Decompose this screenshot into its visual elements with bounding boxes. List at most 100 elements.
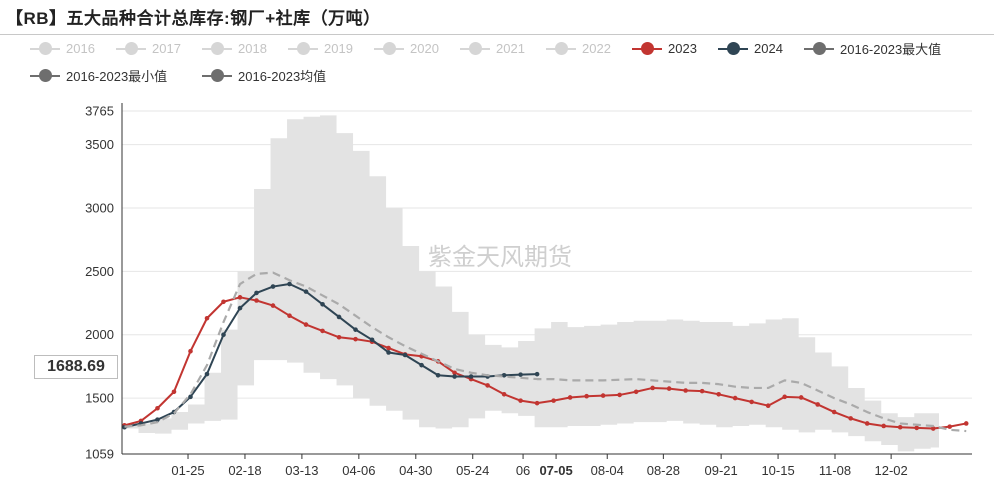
legend-item-2016-2023均值[interactable]: 2016-2023均值	[202, 65, 326, 85]
legend-label: 2021	[496, 40, 525, 56]
legend-symbol-icon	[374, 41, 404, 55]
series-point-2023	[303, 322, 309, 327]
legend-label: 2019	[324, 40, 353, 56]
legend-symbol-icon	[116, 41, 146, 55]
series-point-2023	[204, 315, 210, 321]
series-point-2023	[270, 303, 276, 308]
legend-item-2016-2023最大值[interactable]: 2016-2023最大值	[804, 38, 941, 58]
min-max-band	[122, 115, 939, 452]
series-point-2024	[386, 350, 391, 355]
legend-symbol-icon	[632, 41, 662, 55]
x-tick-label: 06	[516, 463, 530, 478]
x-tick-label: 10-15	[761, 463, 794, 478]
legend-item-2019[interactable]: 2019	[288, 38, 353, 58]
series-point-2023	[749, 399, 754, 405]
series-point-2024	[501, 372, 507, 378]
series-point-2023	[897, 424, 903, 430]
series-point-2023	[963, 421, 969, 426]
y-tick-label: 3765	[85, 104, 114, 119]
legend-item-2020[interactable]: 2020	[374, 38, 439, 58]
series-point-2024	[303, 289, 309, 294]
series-point-2023	[699, 388, 705, 394]
legend-item-2021[interactable]: 2021	[460, 38, 525, 58]
x-tick-label: 08-04	[591, 463, 624, 478]
series-point-2023	[683, 388, 688, 393]
y-tick-label: 3500	[85, 137, 114, 152]
series-point-2023	[353, 336, 358, 342]
x-tick-label: 07-05	[539, 463, 572, 478]
y-tick-label: 2000	[85, 327, 114, 342]
legend-label: 2016-2023最小值	[66, 68, 168, 84]
series-point-2023	[782, 394, 787, 400]
series-line-2023	[124, 296, 967, 430]
band-area	[122, 115, 939, 452]
series-point-2023	[518, 398, 523, 403]
series-point-2023	[650, 385, 655, 391]
legend-item-2024[interactable]: 2024	[718, 38, 783, 58]
series-line-2024	[124, 283, 538, 429]
series-point-2023	[815, 402, 820, 407]
legend-label: 2020	[410, 40, 439, 56]
series-point-2023	[485, 383, 490, 388]
series-point-2024	[237, 305, 243, 311]
series-point-2023	[584, 393, 589, 399]
series-point-2023	[534, 400, 540, 406]
axes: 1059 1500 2000 2500 3000 3500 3765 01-25 02-18 03…	[85, 103, 972, 478]
legend-item-2018[interactable]: 2018	[202, 38, 267, 58]
legend-item-2016[interactable]: 2016	[30, 38, 95, 58]
series-point-2024	[254, 290, 259, 296]
series-point-2023	[930, 426, 936, 431]
legend-symbol-icon	[202, 41, 232, 55]
legend-symbol-icon	[30, 41, 60, 55]
series-point-2023	[237, 295, 243, 300]
legend-label: 2016-2023最大值	[840, 41, 942, 57]
series-point-2024	[402, 352, 408, 358]
series-point-2023	[188, 348, 193, 354]
series-point-2024	[336, 314, 342, 320]
x-tick-label: 05-24	[456, 463, 489, 478]
legend-item-2023[interactable]: 2023	[632, 38, 697, 58]
x-tick-label: 04-30	[399, 463, 432, 478]
legend-label: 2018	[238, 40, 267, 56]
legend-symbol-icon	[288, 41, 318, 55]
series-point-2023	[452, 370, 457, 376]
series-point-2024	[518, 372, 523, 377]
series-point-2024	[468, 374, 474, 379]
y-tick-label: 1500	[85, 391, 114, 406]
y-tick-label: 1059	[85, 447, 114, 462]
series-point-2023	[798, 395, 804, 400]
series-point-2024	[320, 302, 325, 307]
series-point-2023	[501, 391, 507, 397]
series-point-2023	[914, 425, 920, 431]
legend-symbol-icon	[202, 68, 232, 82]
title-divider	[0, 34, 994, 35]
series-point-2024	[534, 371, 540, 377]
series-point-2023	[600, 393, 606, 398]
legend-item-2016-2023最小值[interactable]: 2016-2023最小值	[30, 65, 167, 85]
series-point-2023	[320, 328, 325, 334]
legend-item-2022[interactable]: 2022	[546, 38, 611, 58]
series-lines	[122, 271, 969, 433]
series-point-2023	[254, 298, 259, 303]
legend-item-2017[interactable]: 2017	[116, 38, 181, 58]
x-tick-label: 08-28	[647, 463, 680, 478]
series-point-2024	[287, 281, 292, 287]
series-point-2024	[435, 372, 441, 378]
legend-label: 2016	[66, 40, 95, 56]
series-point-2023	[567, 395, 573, 400]
series-point-2023	[666, 386, 672, 391]
series-point-2023	[287, 313, 292, 319]
series-point-2024	[270, 284, 276, 289]
legend-symbol-icon	[460, 41, 490, 55]
x-tick-label: 04-06	[342, 463, 375, 478]
series-point-2023	[551, 398, 556, 403]
legend-symbol-icon	[718, 41, 748, 55]
series-point-2023	[155, 405, 160, 411]
series-point-2023	[386, 345, 391, 351]
series-point-2023	[336, 334, 342, 340]
series-point-2023	[765, 403, 771, 409]
x-tick-label: 09-21	[705, 463, 738, 478]
legend-label: 2016-2023均值	[238, 68, 327, 84]
x-tick-label: 02-18	[228, 463, 261, 478]
